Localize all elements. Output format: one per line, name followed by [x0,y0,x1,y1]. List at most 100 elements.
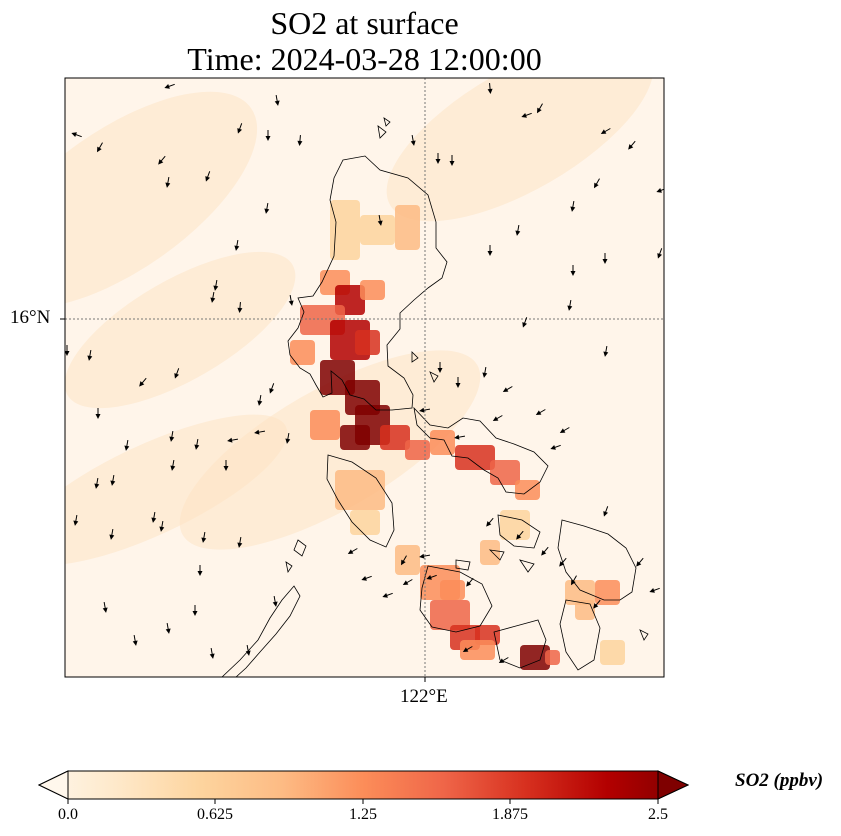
wind-arrow [264,202,270,214]
so2-cell [395,545,420,575]
wind-arrow [237,301,243,313]
wind-arrow [213,279,219,291]
coastline-samar [557,519,637,601]
wind-arrow [65,345,70,356]
colorbar-tick-label: 0.0 [58,806,78,823]
wind-arrow [559,427,570,433]
wind-arrow [559,557,567,567]
wind-arrow [223,460,229,471]
wind-arrow [245,644,251,656]
coastline-isles [285,117,649,641]
colorbar-tick-label: 0.625 [197,806,233,823]
so2-cell [340,425,370,450]
colorbar [37,770,690,804]
wind-arrow [192,605,198,616]
so2-cell [290,340,315,365]
wind-arrow [288,294,294,306]
wind-arrow [498,657,509,663]
wind-arrow [656,187,664,193]
wind-arrow [237,123,243,134]
wind-arrow [164,83,175,89]
wind-arrow [492,415,503,421]
wind-arrow [265,130,271,141]
wind-arrow [550,444,561,450]
wind-arrow [95,408,101,419]
colorbar-label: SO2 (ppbv) [735,770,824,791]
wind-arrow [124,439,130,451]
so2-cell [310,410,340,440]
so2-cell [565,580,595,605]
wind-arrow [522,317,528,328]
wind-arrow [486,517,494,527]
wind-arrow [87,349,93,361]
so2-cell [515,480,540,500]
so2-cell [490,460,520,485]
so2-low-band [65,414,288,566]
wind-arrow [570,200,576,212]
colorbar-body [37,770,690,800]
wind-arrow [159,520,165,532]
coastline-leyte [559,599,601,671]
wind-arrow [516,530,524,540]
wind-arrow [636,557,644,567]
coastline-masbate [497,514,541,549]
wind-arrow [73,514,79,526]
so2-cell [600,640,625,665]
colorbar-tick-marks [67,799,659,804]
wind-arrow [502,386,513,392]
colorbar-tick-label: 1.25 [349,806,377,823]
wind-arrow [209,647,215,659]
wind-arrow [210,291,216,303]
wind-arrow [570,265,576,276]
so2-cell [380,425,410,450]
wind-arrow [102,601,108,613]
wind-arrow [97,142,103,153]
so2-cell [500,510,530,540]
wind-arrow [377,214,383,226]
wind-arrow [401,555,407,566]
wind-arrow [174,368,180,379]
wind-arrow [454,434,466,440]
wind-arrow [603,506,609,517]
so2-cell [460,640,495,660]
wind-arrow [515,224,521,236]
wind-arrow [482,366,488,378]
so2-low-band [179,350,481,550]
so2-cell [330,200,360,260]
wind-arrow [94,477,100,489]
wind-arrow [487,82,493,94]
wind-arrow [110,474,116,486]
wind-arrow [254,429,266,435]
so2-cell [350,510,380,535]
wind-arrow [657,248,663,259]
so2-cell [480,540,500,565]
colorbar-extend-max [657,770,690,800]
so2-cell [440,580,465,600]
wind-arrow [170,459,176,471]
lon-tick-label: 122°E [400,686,448,707]
wind-arrow [132,634,138,646]
so2-cell [545,650,560,665]
so2-cell [430,600,470,630]
wind-vectors [65,82,664,663]
wind-arrow [521,112,532,118]
wind-arrow [419,407,431,413]
map-title: SO2 at surface [270,5,459,41]
wind-arrow [165,176,171,188]
so2-low-band [65,251,296,409]
lat-tick-label: 16°N [10,307,51,328]
coastline-panay [419,565,493,633]
so2-cell [335,470,385,510]
wind-arrow [449,155,455,166]
coastline-luzon [287,155,448,411]
so2-low-band [65,91,258,309]
so2-low-band [386,78,654,222]
wind-arrow [649,587,660,593]
coastline-bicol [413,406,549,495]
coastlines [221,117,649,677]
wind-arrow [257,394,263,406]
wind-arrow [139,377,147,387]
map-frame [64,77,665,678]
wind-arrow [410,134,416,146]
wind-arrow [201,531,207,543]
